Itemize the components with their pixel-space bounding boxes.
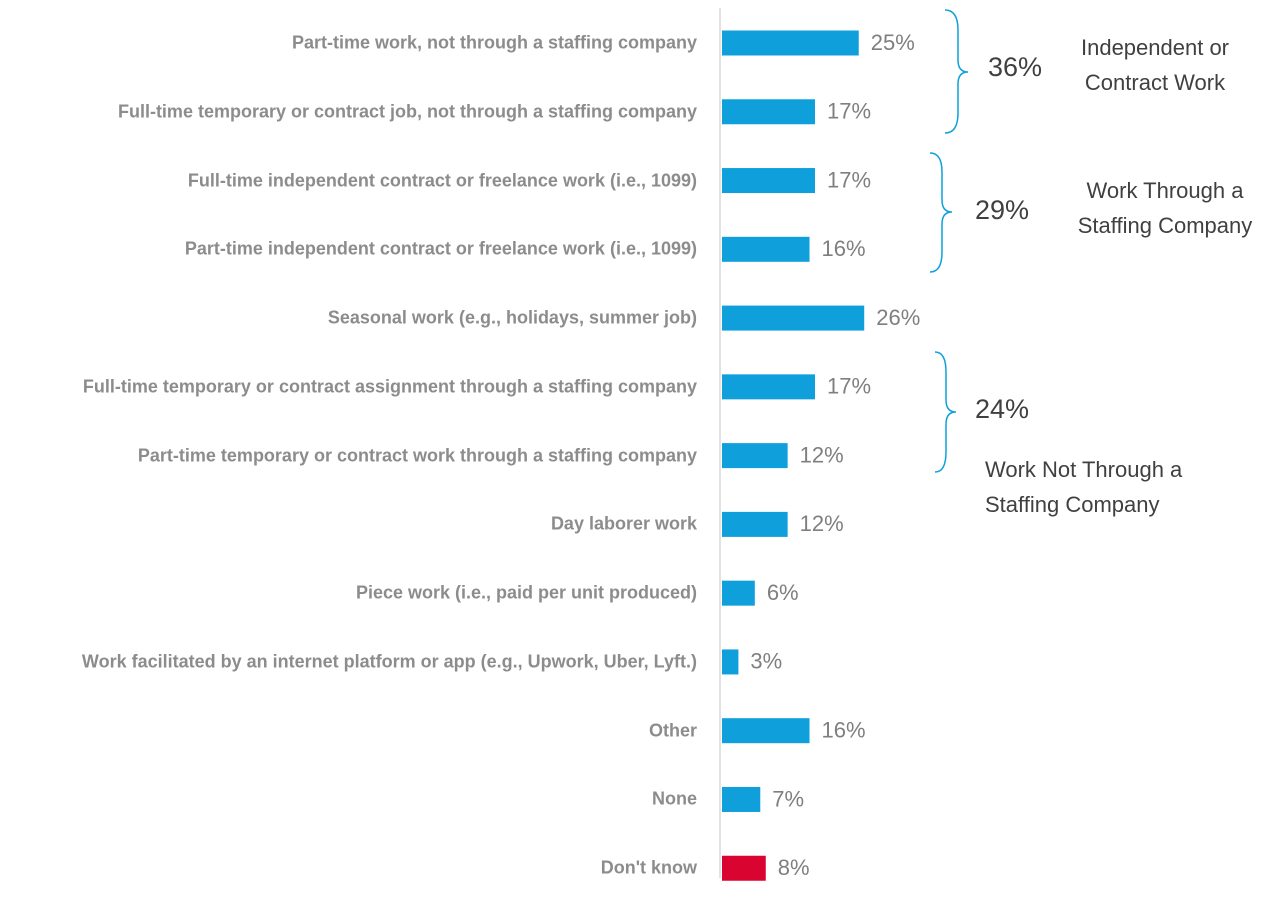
- value-label: 26%: [876, 305, 920, 330]
- value-label: 6%: [767, 580, 799, 605]
- bar: [722, 305, 865, 331]
- annotation-text: Work Not Through a Staffing Company: [985, 457, 1183, 517]
- category-label: Full-time temporary or contract assignme…: [82, 376, 697, 397]
- value-label: 16%: [822, 718, 866, 743]
- bracket: [934, 351, 957, 473]
- value-label: 7%: [772, 786, 804, 811]
- bar: [722, 168, 815, 194]
- annotation-text: Independent or Contract Work: [1080, 35, 1230, 95]
- category-label: Don't know: [600, 857, 697, 878]
- category-label: Part-time temporary or contract work thr…: [137, 445, 697, 466]
- bar: [722, 30, 859, 56]
- annotation-value: 29%: [975, 195, 1030, 225]
- annotation-value: 24%: [975, 394, 1030, 424]
- annotation-value: 36%: [988, 52, 1043, 82]
- value-label: 3%: [750, 649, 782, 674]
- bar: [722, 236, 810, 262]
- value-label: 12%: [800, 442, 844, 467]
- value-label: 12%: [800, 511, 844, 536]
- value-label: 17%: [827, 374, 871, 399]
- category-label: Day laborer work: [550, 513, 697, 534]
- category-label: None: [652, 788, 697, 809]
- annotation-text: Work Through a Staffing Company: [1077, 178, 1253, 238]
- category-label: Part-time work, not through a staffing c…: [291, 32, 697, 53]
- category-label: Piece work (i.e., paid per unit produced…: [355, 582, 697, 603]
- value-label: 16%: [822, 236, 866, 261]
- bracket: [944, 9, 969, 134]
- bar: [722, 786, 761, 812]
- category-label: Part-time independent contract or freela…: [184, 238, 697, 259]
- bracket: [929, 152, 953, 273]
- bar: [722, 99, 815, 125]
- bar: [722, 855, 766, 881]
- category-label: Other: [648, 720, 697, 741]
- value-label: 17%: [827, 167, 871, 192]
- category-label: Full-time temporary or contract job, not…: [117, 101, 697, 122]
- value-label: 8%: [778, 855, 810, 880]
- bar: [722, 511, 788, 537]
- bar: [722, 649, 739, 675]
- bar: [722, 374, 815, 400]
- bar: [722, 443, 788, 469]
- category-label: Full-time independent contract or freela…: [187, 170, 697, 191]
- bar: [722, 718, 810, 744]
- bar: [722, 580, 755, 606]
- category-label: Work facilitated by an internet platform…: [81, 651, 697, 672]
- value-label: 17%: [827, 99, 871, 124]
- category-label: Seasonal work (e.g., holidays, summer jo…: [327, 307, 697, 328]
- value-label: 25%: [871, 30, 915, 55]
